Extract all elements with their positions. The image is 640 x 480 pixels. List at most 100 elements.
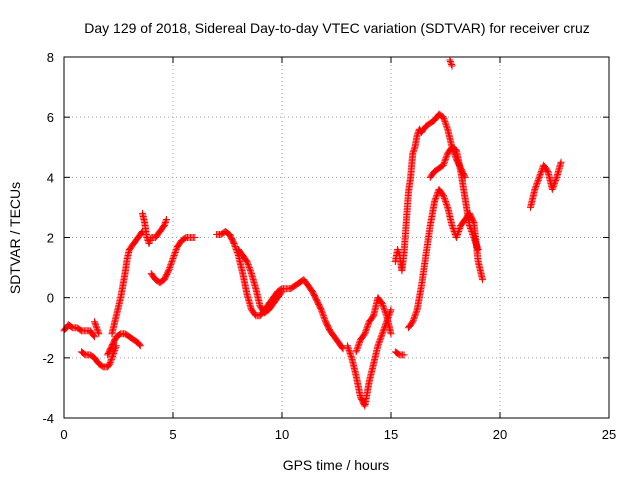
- y-tick-label: 2: [47, 231, 54, 246]
- data-point: [344, 343, 352, 351]
- data-point: [449, 224, 457, 232]
- data-point: [95, 330, 103, 338]
- data-point: [321, 315, 329, 323]
- data-point: [146, 238, 154, 246]
- series-P: [391, 348, 408, 359]
- data-point: [439, 113, 447, 121]
- data-point: [447, 61, 455, 69]
- data-point: [231, 243, 239, 251]
- data-point: [410, 146, 418, 154]
- data-point: [278, 288, 286, 296]
- data-point: [552, 176, 560, 184]
- y-tick-label: 4: [47, 170, 54, 185]
- data-point: [90, 332, 98, 340]
- x-tick-label: 5: [169, 427, 176, 442]
- data-point: [168, 258, 176, 266]
- data-point: [319, 310, 327, 318]
- data-point: [111, 346, 119, 354]
- y-axis-label: SDTVAR / TECUs: [7, 182, 23, 294]
- data-point: [246, 265, 254, 273]
- data-point: [166, 262, 174, 270]
- data-point: [394, 246, 402, 254]
- data-point: [165, 267, 173, 275]
- data-point: [474, 244, 482, 252]
- data-point: [535, 175, 543, 183]
- data-point: [440, 116, 448, 124]
- data-point: [162, 215, 170, 223]
- series-B: [77, 342, 120, 371]
- data-point: [378, 330, 386, 338]
- data-point: [469, 230, 477, 238]
- data-point: [93, 325, 101, 333]
- data-point: [411, 312, 419, 320]
- data-point: [531, 185, 539, 193]
- grid: [64, 57, 609, 418]
- data-point: [431, 197, 439, 205]
- data-point: [470, 234, 478, 241]
- data-point: [91, 333, 99, 341]
- data-point: [277, 289, 285, 297]
- data-point: [468, 227, 476, 235]
- data-point: [465, 221, 473, 229]
- data-point: [456, 224, 464, 232]
- y-tick-label: 6: [47, 110, 54, 125]
- data-point: [230, 240, 238, 248]
- data-point: [440, 158, 448, 166]
- data-point: [467, 224, 475, 232]
- data-point: [552, 175, 560, 183]
- data-point: [374, 340, 382, 348]
- data-point: [442, 197, 449, 205]
- data-point: [439, 191, 447, 199]
- data-point: [107, 357, 115, 365]
- data-point: [441, 196, 449, 204]
- data-point: [440, 193, 448, 201]
- data-point: [531, 184, 539, 192]
- data-point: [374, 342, 382, 350]
- data-point: [171, 250, 179, 258]
- data-point: [377, 334, 385, 342]
- series-C: [91, 318, 103, 338]
- data-point: [362, 325, 370, 333]
- data-point: [441, 157, 449, 165]
- data-point: [352, 348, 360, 356]
- data-point: [379, 303, 387, 311]
- x-axis-label: GPS time / hours: [283, 457, 390, 473]
- series-G: [147, 234, 199, 287]
- data-point: [532, 182, 540, 190]
- data-point: [537, 167, 545, 175]
- data-point: [168, 256, 176, 264]
- y-tick-label: -2: [42, 351, 54, 366]
- data-point: [92, 322, 100, 330]
- data-point: [91, 319, 99, 327]
- data-point: [549, 184, 557, 192]
- data-point: [376, 336, 384, 344]
- data-point: [453, 230, 461, 238]
- data-point: [107, 355, 115, 363]
- data-point: [94, 328, 102, 336]
- data-point: [106, 358, 114, 366]
- data-point: [557, 158, 565, 166]
- data-point: [449, 223, 457, 231]
- data-point: [548, 185, 556, 193]
- data-point: [244, 261, 252, 269]
- data-point: [467, 226, 475, 234]
- data-point: [447, 59, 455, 67]
- data-point: [347, 351, 355, 359]
- data-point: [91, 318, 99, 326]
- data-point: [409, 149, 417, 157]
- data-point: [380, 304, 388, 312]
- data-point: [318, 307, 326, 315]
- data-point: [533, 179, 541, 187]
- data-point: [448, 221, 456, 229]
- data-point: [172, 247, 180, 255]
- data-point: [536, 170, 544, 178]
- data-point: [469, 232, 477, 240]
- data-point: [344, 345, 352, 353]
- data-point: [170, 253, 178, 261]
- data-point: [443, 200, 451, 208]
- x-tick-label: 15: [384, 427, 398, 442]
- data-point: [377, 333, 385, 341]
- data-point: [343, 342, 351, 350]
- data-point: [161, 218, 169, 226]
